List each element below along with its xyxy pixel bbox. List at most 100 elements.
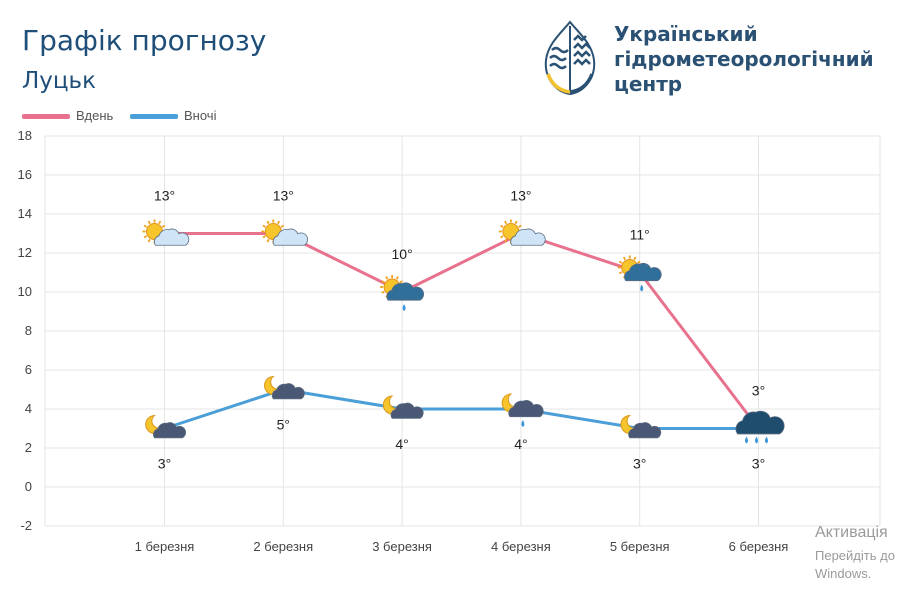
sun-ray xyxy=(500,235,504,239)
sun-ray xyxy=(266,238,270,243)
sun-ray xyxy=(277,220,281,225)
x-tick-label: 5 березня xyxy=(610,539,670,554)
watermark-line-2: Перейдіть до xyxy=(815,548,895,563)
sun-cloud-icon xyxy=(261,219,308,246)
sun-ray xyxy=(381,290,385,294)
data-label-day: 3° xyxy=(752,383,765,399)
logo-emblem-icon xyxy=(544,20,596,96)
sun-ray xyxy=(500,224,504,228)
y-tick-label: 8 xyxy=(25,323,32,338)
sun-ray xyxy=(161,224,166,228)
watermark-line-1: Активація xyxy=(815,524,888,541)
sun-ray xyxy=(637,260,641,264)
logo-line-3: центр xyxy=(614,72,683,96)
data-label-day: 13° xyxy=(510,188,531,204)
sun-ray xyxy=(158,220,162,225)
legend-swatch-day xyxy=(22,114,70,119)
data-label-day: 13° xyxy=(273,188,294,204)
rain-drop xyxy=(755,436,758,444)
y-tick-label: -2 xyxy=(20,518,32,533)
y-tick-label: 6 xyxy=(25,362,32,377)
sun-ray xyxy=(518,224,522,228)
grid-lines xyxy=(44,135,881,527)
data-label-night: 4° xyxy=(514,436,527,452)
moon-cloud-icon xyxy=(145,414,186,439)
sun-ray xyxy=(381,280,385,284)
data-label-night: 5° xyxy=(277,417,290,433)
legend-label-night: Вночі xyxy=(184,108,217,123)
cloud-shape xyxy=(272,228,308,246)
sun-rain-icon xyxy=(617,255,662,292)
sun-ray xyxy=(618,260,623,264)
moon-cloud-icon xyxy=(264,375,305,400)
x-tick-label: 3 березня xyxy=(372,539,432,554)
series-line-day xyxy=(164,232,760,430)
cloud-shape xyxy=(153,228,190,246)
heavy-rain-icon xyxy=(735,410,785,444)
rain-drop xyxy=(521,420,525,427)
x-tick-label: 1 березня xyxy=(135,539,195,554)
legend-label-day: Вдень xyxy=(76,108,114,123)
sun-ray xyxy=(143,224,148,228)
sun-ray xyxy=(262,224,266,228)
y-tick-label: 4 xyxy=(25,401,32,416)
sun-ray xyxy=(395,276,399,280)
data-label-night: 3° xyxy=(633,456,646,472)
rain-drop xyxy=(765,436,768,444)
cloud-shape xyxy=(390,402,424,419)
sun-ray xyxy=(266,220,270,225)
sun-ray xyxy=(147,238,151,243)
sun-ray xyxy=(143,235,148,239)
logo-line-2: гідрометеорологічний xyxy=(614,47,874,71)
sun-ray xyxy=(618,271,623,275)
data-label-night: 3° xyxy=(752,456,765,472)
y-tick-label: 10 xyxy=(18,284,32,299)
cloud-shape xyxy=(510,228,546,246)
cloud-shape xyxy=(153,422,186,439)
sun-ray xyxy=(385,276,389,280)
x-tick-label: 6 березня xyxy=(729,539,789,554)
ugmc-logo: Український гідрометеорологічний центр xyxy=(540,20,900,100)
y-tick-label: 14 xyxy=(18,206,32,221)
sun-ray xyxy=(504,220,508,225)
x-tick-label: 2 березня xyxy=(253,539,313,554)
data-label-day: 10° xyxy=(392,246,413,262)
x-tick-label: 4 березня xyxy=(491,539,551,554)
moon-cloud-icon xyxy=(620,414,662,439)
y-tick-label: 16 xyxy=(18,167,32,182)
rain-drop xyxy=(640,284,644,292)
watermark-line-3: Windows. xyxy=(815,566,872,581)
sun-ray xyxy=(399,280,403,284)
cloud-shape xyxy=(386,282,425,301)
rain-drop xyxy=(402,304,406,311)
data-label-day: 13° xyxy=(154,188,175,204)
moon-rain-icon xyxy=(501,393,544,427)
y-tick-label: 2 xyxy=(25,440,32,455)
cloud-shape xyxy=(271,383,305,400)
cloud-shape xyxy=(628,422,662,439)
cloud-shape xyxy=(624,262,662,282)
y-tick-label: 0 xyxy=(25,479,32,494)
logo-line-1: Український xyxy=(614,22,758,46)
sun-ray xyxy=(262,235,266,239)
chart-title: Графік прогнозу xyxy=(22,24,267,57)
sun-ray xyxy=(514,220,518,225)
sun-cloud-icon xyxy=(142,219,190,246)
data-label-day: 11° xyxy=(630,227,650,243)
city-name: Луцьк xyxy=(22,68,97,94)
moon-cloud-icon xyxy=(382,395,424,419)
windows-activation-watermark: Активація Перейдіть до Windows. xyxy=(815,524,895,581)
legend-swatch-night xyxy=(130,114,178,119)
sun-ray xyxy=(504,238,508,243)
sun-rain-icon xyxy=(380,275,425,311)
sun-ray xyxy=(622,256,626,261)
sun-ray xyxy=(633,256,637,261)
cloud-shape xyxy=(735,410,785,435)
y-tick-label: 12 xyxy=(18,245,32,260)
data-label-night: 4° xyxy=(395,436,408,452)
rain-drop xyxy=(745,436,748,444)
sun-ray xyxy=(147,220,151,225)
cloud-shape xyxy=(508,400,544,418)
data-label-night: 3° xyxy=(158,456,171,472)
